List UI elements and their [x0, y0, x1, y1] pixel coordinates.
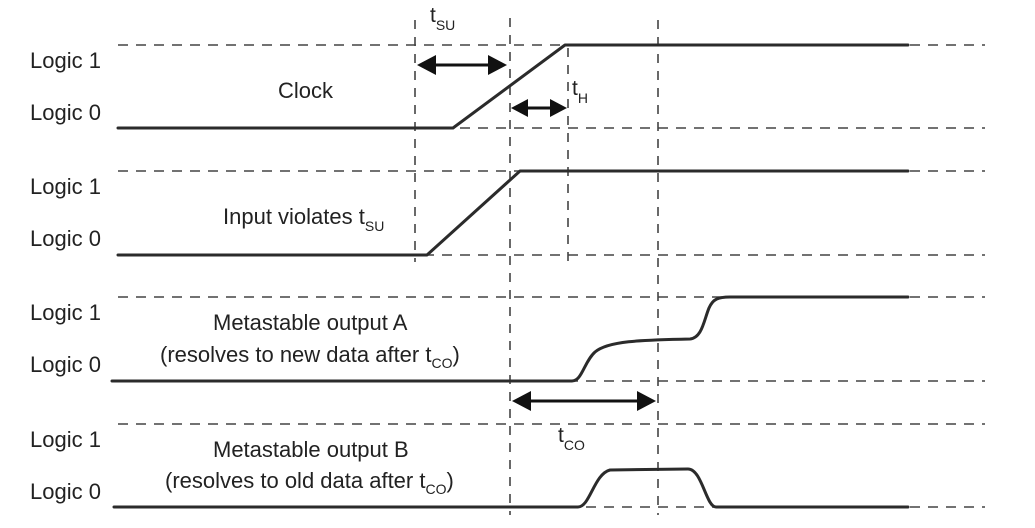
- tco-arrow: [512, 391, 656, 411]
- timing-arrows: [417, 55, 656, 411]
- output-a-logic-0-label: Logic 0: [30, 352, 101, 377]
- tco-label: tCO: [558, 424, 585, 453]
- output-b-note-end: ): [446, 468, 453, 493]
- input-title: Input violates tSU: [223, 204, 384, 234]
- th-label: tH: [572, 77, 588, 106]
- input-logic-0-label: Logic 0: [30, 226, 101, 251]
- input-title-main: Input violates t: [223, 204, 365, 229]
- output-b-waveform: [112, 467, 910, 509]
- tsu-label-main: t: [430, 4, 436, 27]
- input-waveform: [116, 169, 910, 257]
- output-b-note-main: (resolves to old data after t: [165, 468, 425, 493]
- th-arrow: [511, 99, 567, 117]
- level-labels: Logic 1 Logic 0 Logic 1 Logic 0 Logic 1 …: [30, 48, 101, 504]
- clock-title: Clock: [278, 78, 334, 103]
- tsu-arrow: [417, 55, 507, 75]
- time-guides: [414, 18, 659, 515]
- th-label-sub: H: [578, 90, 588, 106]
- output-a-note: (resolves to new data after tCO): [160, 342, 460, 371]
- waveforms: [110, 43, 910, 509]
- clock-waveform: [116, 43, 910, 130]
- clock-logic-1-label: Logic 1: [30, 48, 101, 73]
- output-a-waveform: [110, 295, 910, 383]
- clock-logic-0-label: Logic 0: [30, 100, 101, 125]
- output-a-note-end: ): [452, 342, 459, 367]
- output-b-note-sub: CO: [425, 481, 446, 497]
- output-b-logic-1-label: Logic 1: [30, 427, 101, 452]
- input-logic-1-label: Logic 1: [30, 174, 101, 199]
- output-a-note-main: (resolves to new data after t: [160, 342, 431, 367]
- output-a-logic-1-label: Logic 1: [30, 300, 101, 325]
- tsu-label: tSU: [430, 4, 455, 33]
- output-b-logic-0-label: Logic 0: [30, 479, 101, 504]
- output-b-title: Metastable output B: [213, 437, 409, 462]
- output-a-note-sub: CO: [431, 355, 452, 371]
- timing-symbols: tSU tH tCO: [430, 4, 588, 453]
- input-title-sub: SU: [365, 218, 384, 234]
- signal-titles: Clock Input violates tSU Metastable outp…: [160, 78, 460, 497]
- tco-label-main: t: [558, 424, 564, 447]
- tsu-label-sub: SU: [436, 17, 455, 33]
- th-label-main: t: [572, 77, 578, 100]
- tco-label-sub: CO: [564, 437, 585, 453]
- output-b-note: (resolves to old data after tCO): [165, 468, 454, 497]
- output-a-title: Metastable output A: [213, 310, 408, 335]
